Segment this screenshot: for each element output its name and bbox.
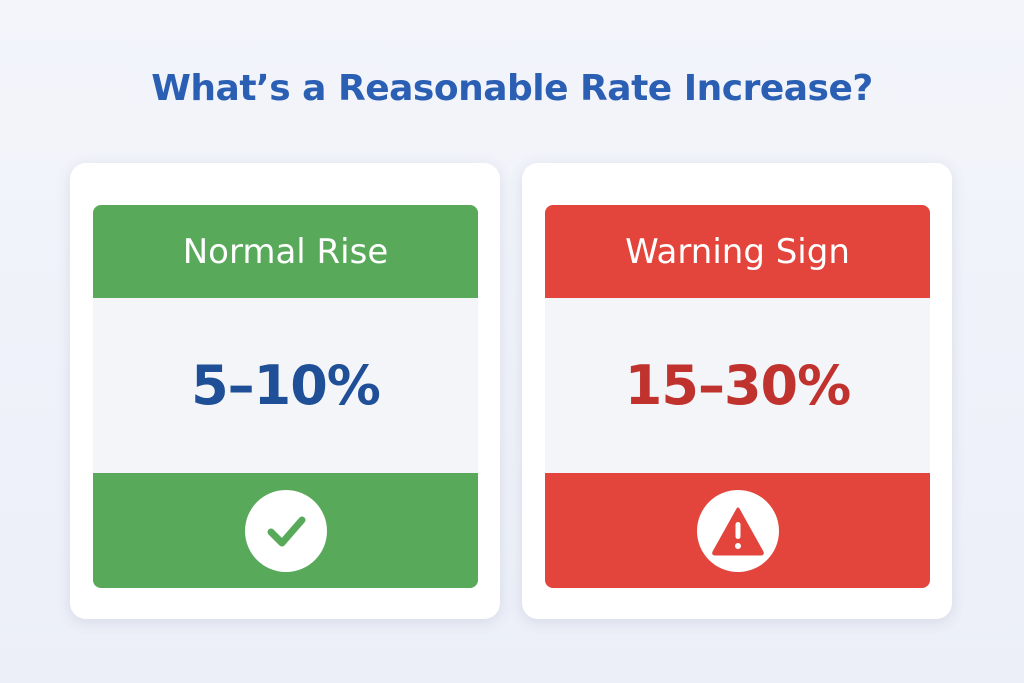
normal-rise-card: Normal Rise 5–10% [70,163,500,619]
normal-rise-label: Normal Rise [182,231,389,272]
normal-rise-footer [93,473,478,588]
warning-sign-footer [545,473,930,588]
normal-rise-value-area: 5–10% [93,298,478,473]
warning-sign-label: Warning Sign [625,231,850,272]
page-title: What’s a Reasonable Rate Increase? [151,68,873,109]
warning-sign-header: Warning Sign [545,205,930,298]
normal-rise-header: Normal Rise [93,205,478,298]
warning-sign-card: Warning Sign 15–30% [522,163,952,619]
normal-rise-panel: Normal Rise 5–10% [93,205,478,588]
warning-icon [696,489,779,572]
normal-rise-value: 5–10% [191,354,381,417]
warning-sign-value: 15–30% [624,354,851,417]
warning-sign-panel: Warning Sign 15–30% [545,205,930,588]
warning-sign-value-area: 15–30% [545,298,930,473]
check-icon [244,489,327,572]
